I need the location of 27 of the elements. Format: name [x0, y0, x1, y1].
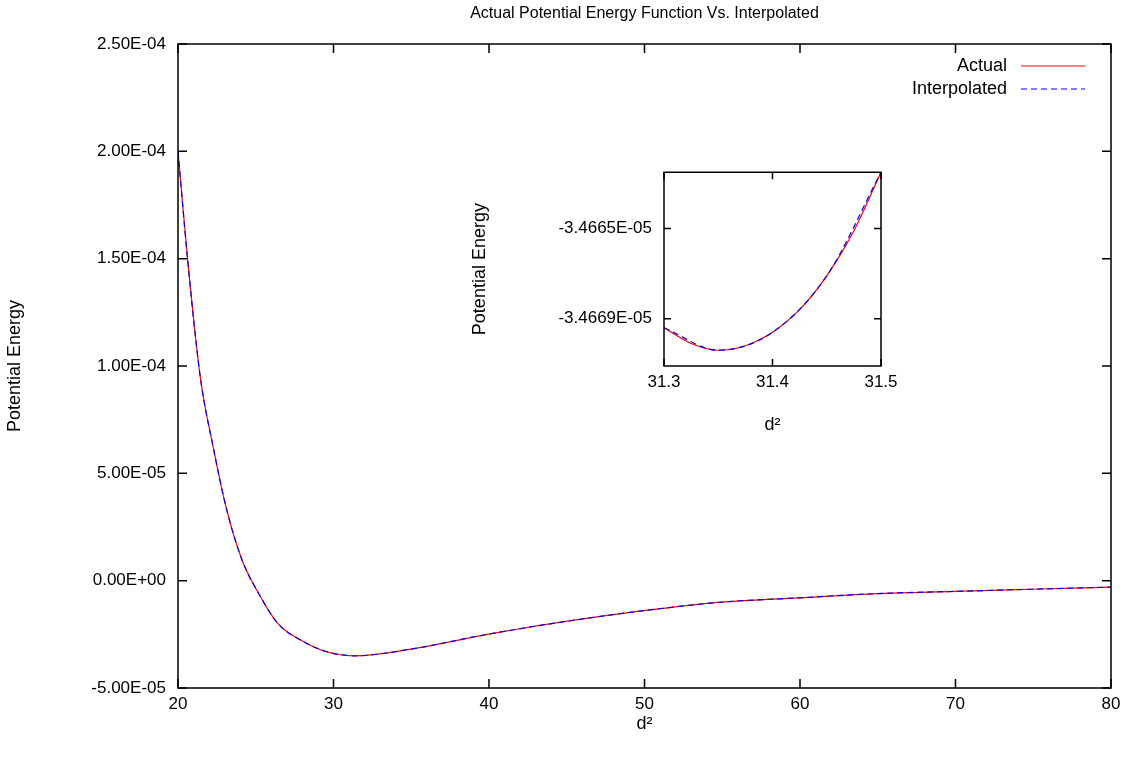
y-tick-label: 2.50E-04: [97, 33, 166, 53]
x-tick-label: 20: [168, 693, 188, 713]
x-tick-label: 31.5: [864, 371, 898, 391]
x-tick-label: 40: [479, 693, 499, 713]
y-tick-label: 5.00E-05: [97, 463, 166, 483]
y-tick-label: 0.00E+00: [92, 570, 166, 590]
x-tick-label: 60: [790, 693, 810, 713]
y-tick-label: 1.00E-04: [97, 355, 166, 375]
x-tick-label: 80: [1101, 693, 1121, 713]
x-axis-title: d²: [764, 414, 781, 435]
x-tick-label: 70: [946, 693, 965, 713]
y-tick-label: -3.4665E-05: [558, 218, 652, 238]
x-tick-label: 30: [324, 693, 343, 713]
chart-title: Actual Potential Energy Function Vs. Interpolated: [470, 4, 819, 22]
legend-label: Interpolated: [911, 77, 1007, 98]
y-axis-title: Potential Energy: [468, 203, 489, 336]
y-tick-label: -3.4669E-05: [558, 308, 652, 328]
y-tick-label: 2.00E-04: [97, 141, 166, 161]
y-tick-label: -5.00E-05: [91, 677, 166, 697]
y-tick-label: 1.50E-04: [97, 248, 166, 268]
line-series: [664, 172, 881, 351]
x-axis-title: d²: [636, 713, 653, 734]
x-tick-label: 31.3: [647, 371, 681, 391]
x-tick-label: 50: [635, 693, 654, 713]
x-tick-label: 31.4: [755, 371, 790, 391]
y-axis-title: Potential Energy: [3, 299, 24, 433]
legend-label: Actual: [956, 54, 1007, 75]
